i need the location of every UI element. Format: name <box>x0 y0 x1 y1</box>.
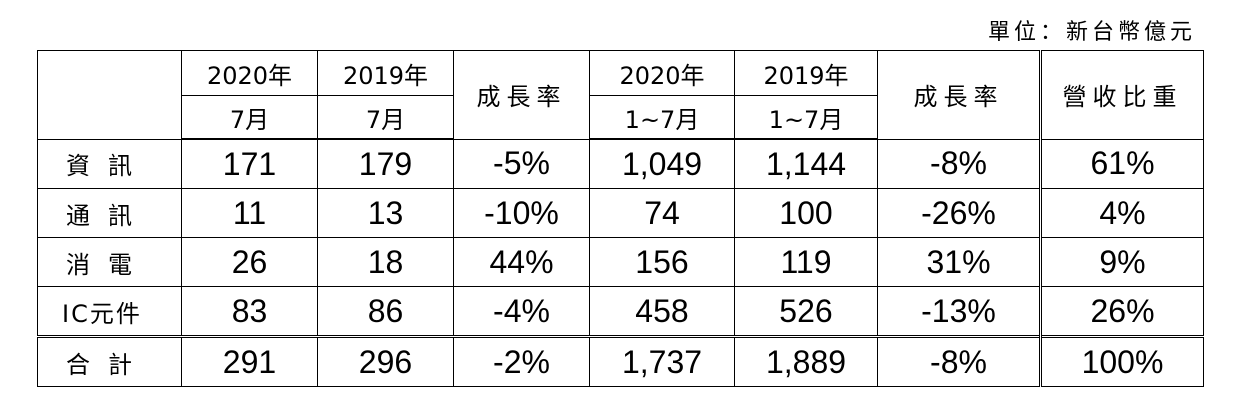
total-m-growth: -2% <box>453 335 590 387</box>
cell-y-growth: -26% <box>877 188 1041 238</box>
row-label: 資訊 <box>37 138 182 189</box>
total-y2020: 1,737 <box>589 335 735 387</box>
header-growth-ytd: 成長率 <box>877 50 1041 140</box>
cell-m2019: 179 <box>317 138 454 189</box>
cell-y-growth: 31% <box>877 237 1041 287</box>
cell-m2019: 13 <box>317 188 454 238</box>
header-2019-ytd-period: 1~7月 <box>734 95 878 140</box>
header-2020-ytd-year: 2020年 <box>589 50 735 96</box>
cell-m-growth: -4% <box>453 286 590 337</box>
total-y2019: 1,889 <box>734 335 878 387</box>
total-m2019: 296 <box>317 335 454 387</box>
cell-y2019: 100 <box>734 188 878 238</box>
cell-y2020: 1,049 <box>589 138 735 189</box>
cell-y2020: 156 <box>589 237 735 287</box>
cell-m2019: 18 <box>317 237 454 287</box>
header-growth-month: 成長率 <box>453 50 590 140</box>
cell-share: 4% <box>1039 188 1204 238</box>
header-2019-month-year: 2019年 <box>317 50 454 96</box>
table-row: IC元件 83 86 -4% 458 526 -13% 26% <box>37 286 1204 337</box>
cell-y-growth: -8% <box>877 138 1041 189</box>
table-row: 資訊 171 179 -5% 1,049 1,144 -8% 61% <box>37 138 1204 189</box>
cell-share: 61% <box>1039 138 1204 189</box>
cell-y2019: 119 <box>734 237 878 287</box>
header-2020-month-period: 7月 <box>181 95 318 140</box>
header-2020-month-year: 2020年 <box>181 50 318 96</box>
total-share: 100% <box>1039 335 1204 387</box>
cell-m2020: 171 <box>181 138 318 189</box>
cell-share: 26% <box>1039 286 1204 337</box>
cell-y2019: 1,144 <box>734 138 878 189</box>
revenue-table: 2020年 2019年 成長率 2020年 2019年 成長率 營收比重 7月 … <box>37 50 1204 387</box>
total-y-growth: -8% <box>877 335 1041 387</box>
cell-m2020: 11 <box>181 188 318 238</box>
cell-m-growth: -5% <box>453 138 590 189</box>
total-row: 合計 291 296 -2% 1,737 1,889 -8% 100% <box>37 335 1204 387</box>
cell-m-growth: 44% <box>453 237 590 287</box>
table-row: 通訊 11 13 -10% 74 100 -26% 4% <box>37 188 1204 238</box>
row-label: 通訊 <box>37 188 182 238</box>
row-label: IC元件 <box>37 286 182 337</box>
cell-m2020: 83 <box>181 286 318 337</box>
table-row: 消電 26 18 44% 156 119 31% 9% <box>37 237 1204 287</box>
header-2020-ytd-period: 1~7月 <box>589 95 735 140</box>
cell-y2020: 458 <box>589 286 735 337</box>
cell-y2020: 74 <box>589 188 735 238</box>
cell-m2019: 86 <box>317 286 454 337</box>
total-label: 合計 <box>37 335 182 387</box>
cell-y-growth: -13% <box>877 286 1041 337</box>
row-label: 消電 <box>37 237 182 287</box>
total-m2020: 291 <box>181 335 318 387</box>
corner-cell <box>37 50 182 140</box>
cell-m-growth: -10% <box>453 188 590 238</box>
cell-share: 9% <box>1039 237 1204 287</box>
header-revenue-share: 營收比重 <box>1039 50 1204 140</box>
cell-m2020: 26 <box>181 237 318 287</box>
header-2019-month-period: 7月 <box>317 95 454 140</box>
unit-label: 單位：新台幣億元 <box>987 20 1196 45</box>
header-2019-ytd-year: 2019年 <box>734 50 878 96</box>
cell-y2019: 526 <box>734 286 878 337</box>
